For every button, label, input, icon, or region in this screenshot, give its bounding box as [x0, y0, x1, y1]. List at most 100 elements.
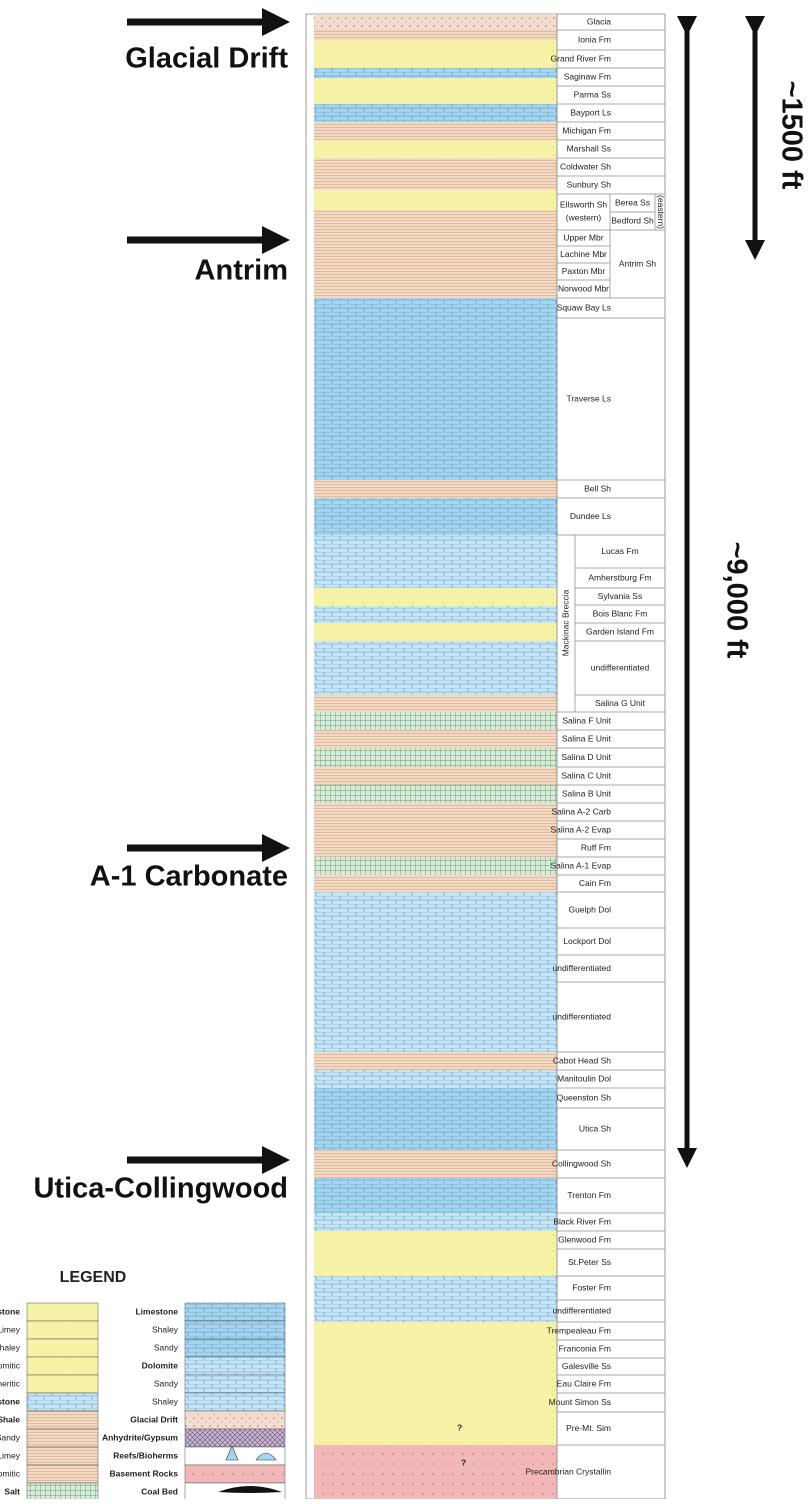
legend-swatch [185, 1429, 285, 1447]
scale-label: ~9,000 ft [720, 542, 752, 659]
lithology-band [314, 730, 557, 748]
formation-name: Franconia Fm [559, 1343, 611, 1353]
formation-name: Salina A-2 Carb [551, 806, 611, 816]
formation-name: Michigan Fm [562, 125, 611, 135]
lithology-band [314, 1412, 557, 1445]
formation-name: Bell Sh [584, 483, 611, 493]
formation-name: Bedford Sh [611, 215, 654, 225]
formation-name: Salina D Unit [561, 752, 611, 762]
legend-swatch [185, 1303, 285, 1321]
lithology-band [314, 78, 557, 104]
lithology-band [314, 498, 557, 535]
formation-name: Paxton Mbr [562, 266, 606, 276]
scale-label: ~1500 ft [775, 81, 807, 190]
legend-label: Limey [0, 1324, 21, 1334]
legend-swatch [185, 1357, 285, 1375]
lithology-band [314, 1445, 557, 1499]
legend-label: Glacial Drift [130, 1414, 178, 1424]
legend-label: Shale [0, 1414, 20, 1424]
legend-title: LEGEND [60, 1269, 127, 1286]
lithology-band [314, 40, 557, 68]
formation-name: Pre-Mt. Sim [566, 1423, 611, 1433]
legend-label: Shaley [152, 1396, 179, 1406]
lithology-band [314, 122, 557, 140]
callout-label: Antrim [195, 255, 288, 287]
lithology-band [314, 1150, 557, 1178]
formation-name: Guelph Dol [568, 904, 611, 914]
legend-label: Reefs/Bioherms [113, 1450, 178, 1460]
formation-name: Cain Fm [579, 878, 611, 888]
legend-label: Salt [4, 1486, 20, 1496]
formation-name: Trenton Fm [567, 1190, 611, 1200]
lithology-band [314, 1088, 557, 1150]
legend-swatch [27, 1339, 98, 1357]
lithology-band [314, 158, 557, 190]
formation-name: Dundee Ls [570, 511, 611, 521]
formation-name: St.Peter Ss [568, 1257, 611, 1267]
legend-swatch [27, 1429, 98, 1447]
legend-label: Sandy [154, 1378, 179, 1388]
formation-name: undifferentiated [553, 963, 612, 973]
formation-name: undifferentiated [591, 662, 650, 672]
formation-name: Mount Simon Ss [549, 1397, 611, 1407]
formation-name: Saginaw Fm [564, 71, 611, 81]
formation-name: Utica Sh [579, 1123, 611, 1133]
formation-name: Lockport Dol [563, 936, 611, 946]
formation-name: Ionia Fm [578, 34, 611, 44]
lithology-band [314, 1052, 557, 1070]
lithology-band [314, 30, 557, 40]
callout-label: Utica-Collingwood [33, 1173, 288, 1205]
formation-name: Salina E Unit [562, 733, 612, 743]
legend-label: Sandy [154, 1342, 179, 1352]
lithology-band [314, 104, 557, 122]
legend-swatch [185, 1321, 285, 1339]
lithology-band [314, 892, 557, 1052]
formation-name: Sunbury Sh [567, 179, 612, 189]
legend-label: olomitic [0, 1360, 21, 1370]
formation-name: Precambrian Crystallin [526, 1466, 612, 1476]
lithology-band [314, 190, 557, 210]
formation-name: Foster Fm [572, 1282, 611, 1292]
formation-name: Trempealeau Fm [547, 1325, 611, 1335]
legend-label: Limestone [135, 1306, 178, 1316]
formation-name: undifferentiated [553, 1011, 612, 1021]
formation-name: Garden Island Fm [586, 626, 654, 636]
lithology-band [314, 1178, 557, 1213]
uncertain-mark: ? [457, 1422, 462, 1432]
lithology-band [314, 140, 557, 158]
legend-swatch [27, 1393, 98, 1411]
legend-swatch [27, 1321, 98, 1339]
legend-label: Anhydrite/Gypsum [102, 1432, 178, 1442]
legend-swatch [27, 1357, 98, 1375]
formation-name: Queenston Sh [557, 1092, 612, 1102]
lithology-band [314, 695, 557, 712]
callout-label: Glacial Drift [125, 43, 288, 75]
callout-label: A-1 Carbonate [90, 861, 288, 893]
formation-name: Bayport Ls [570, 107, 611, 117]
legend-label: neritic [0, 1378, 21, 1388]
formation-name: Coldwater Sh [560, 161, 611, 171]
lithology-band [314, 857, 557, 875]
group-label: Mackinac Breccia [560, 589, 570, 656]
formation-name: Grand River Fm [551, 53, 611, 63]
stratigraphic-column: LEGEND Glacia Ionia Fm Grand River Fm Sagin… [0, 0, 808, 1499]
formation-name: Berea Ss [615, 197, 650, 207]
formation-name: Salina F Unit [562, 715, 611, 725]
formation-name: Glacia [587, 16, 611, 26]
formation-name: Black River Fm [553, 1216, 611, 1226]
formation-name: Glenwood Fm [558, 1234, 611, 1244]
legend-label: olomitic [0, 1468, 21, 1478]
formation-name: Upper Mbr [563, 232, 603, 242]
formation-name: Amherstburg Fm [588, 572, 651, 582]
legend-swatch [27, 1483, 98, 1499]
lithology-band [314, 748, 557, 767]
lithology-band [314, 785, 557, 803]
group-label: (eastern) [656, 195, 666, 229]
formation-name: Squaw Bay Ls [557, 302, 611, 312]
legend-swatch [27, 1303, 98, 1321]
legend-swatch [185, 1375, 285, 1393]
formation-name: Salina C Unit [561, 770, 611, 780]
legend-swatch [27, 1411, 98, 1429]
formation-name: Marshall Ss [567, 143, 611, 153]
legend-label: stone [0, 1306, 20, 1316]
